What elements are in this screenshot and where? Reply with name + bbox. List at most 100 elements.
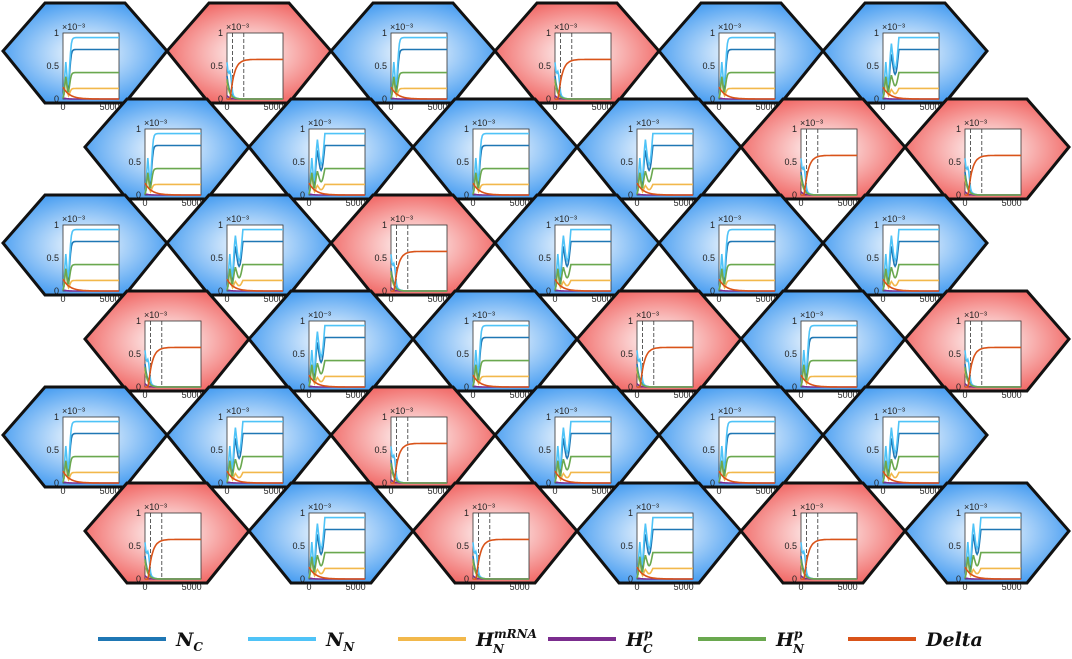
y-tick-label: 0 xyxy=(382,94,387,104)
series-line-delta xyxy=(144,182,201,196)
y-scale-label: ×10⁻³ xyxy=(472,118,495,128)
series-line-delta xyxy=(718,278,775,292)
y-tick-label: 0.5 xyxy=(128,541,141,551)
series-line-h-n-mrna xyxy=(718,460,775,483)
x-tick-label: 5000 xyxy=(100,486,120,496)
x-tick-label: 5000 xyxy=(756,486,776,496)
x-tick-label: 0 xyxy=(716,102,721,112)
x-tick-label: 0 xyxy=(388,486,393,496)
x-tick-label: 5000 xyxy=(756,102,776,112)
series-line-h-n-p xyxy=(144,167,201,195)
series-line-delta xyxy=(472,182,529,196)
y-tick-label: 0 xyxy=(628,574,633,584)
cell-high-delta: 0 0.5 1 0 5000 ×10⁻³ xyxy=(575,289,743,400)
series-line-delta xyxy=(308,182,365,196)
x-tick-label: 5000 xyxy=(264,294,284,304)
inset-plot-frame xyxy=(964,320,1022,388)
y-scale-label: ×10⁻³ xyxy=(800,310,823,320)
y-scale-label: ×10⁻³ xyxy=(964,118,987,128)
inset-plot-frame xyxy=(226,32,284,100)
inset-plot-frame xyxy=(800,128,858,196)
series-line-h-n-mrna xyxy=(882,460,939,483)
x-tick-label: 5000 xyxy=(592,294,612,304)
y-tick-label: 0 xyxy=(546,478,551,488)
x-tick-label: 5000 xyxy=(838,390,858,400)
x-tick-label: 0 xyxy=(470,582,475,592)
y-tick-label: 1 xyxy=(136,124,141,134)
inset-plot-frame xyxy=(800,512,858,580)
x-tick-label: 0 xyxy=(142,198,147,208)
series-line-delta xyxy=(801,538,857,580)
x-tick-label: 0 xyxy=(716,294,721,304)
series-line-n-c xyxy=(62,432,119,483)
series-line-n-n xyxy=(472,132,529,195)
series-line-h-n-p xyxy=(636,367,693,388)
y-scale-label: ×10⁻³ xyxy=(390,22,413,32)
x-tick-label: 5000 xyxy=(346,582,366,592)
series-line-h-n-mrna xyxy=(308,556,365,579)
y-scale-label: ×10⁻³ xyxy=(308,310,331,320)
series-line-delta xyxy=(226,278,283,292)
y-tick-label: 1 xyxy=(546,412,551,422)
y-tick-label: 1 xyxy=(874,412,879,422)
series-line-h-n-p xyxy=(718,71,775,99)
series-line-delta xyxy=(882,278,939,292)
x-tick-label: 0 xyxy=(880,294,885,304)
series-line-n-c xyxy=(882,240,939,291)
series-line-h-n-p xyxy=(226,263,283,291)
inset-plot-frame xyxy=(554,32,612,100)
cell-low-delta: 0 0.5 1 0 5000 ×10⁻³ xyxy=(83,97,251,208)
series-line-n-n xyxy=(308,516,365,579)
cell-low-delta: 0 0.5 1 0 5000 ×10⁻³ xyxy=(1,1,169,112)
y-tick-label: 0.5 xyxy=(948,157,961,167)
y-tick-label: 0 xyxy=(218,478,223,488)
y-tick-label: 1 xyxy=(218,220,223,230)
x-tick-label: 5000 xyxy=(756,294,776,304)
cell-low-delta: 0 0.5 1 0 5000 ×10⁻³ xyxy=(247,481,415,592)
x-tick-label: 5000 xyxy=(510,390,530,400)
series-line-n-c xyxy=(964,528,1021,579)
y-tick-label: 1 xyxy=(956,508,961,518)
y-scale-label: ×10⁻³ xyxy=(226,214,249,224)
y-scale-label: ×10⁻³ xyxy=(800,502,823,512)
x-tick-label: 5000 xyxy=(674,582,694,592)
cell-low-delta: 0 0.5 1 0 5000 ×10⁻³ xyxy=(411,289,579,400)
y-scale-label: ×10⁻³ xyxy=(62,406,85,416)
y-scale-label: ×10⁻³ xyxy=(718,22,741,32)
cell-high-delta: 0 0.5 1 0 5000 ×10⁻³ xyxy=(739,97,907,208)
y-tick-label: 0.5 xyxy=(292,157,305,167)
cell-low-delta: 0 0.5 1 0 5000 ×10⁻³ xyxy=(1,193,169,304)
y-tick-label: 0.5 xyxy=(784,157,797,167)
y-tick-label: 0 xyxy=(546,286,551,296)
x-tick-label: 0 xyxy=(634,582,639,592)
x-tick-label: 0 xyxy=(962,582,967,592)
series-line-n-c xyxy=(472,336,529,387)
y-scale-label: ×10⁻³ xyxy=(62,214,85,224)
series-line-n-c xyxy=(636,144,693,195)
series-line-h-n-p xyxy=(554,79,611,100)
series-line-n-n xyxy=(882,36,939,99)
series-line-n-n xyxy=(472,324,529,387)
y-tick-label: 1 xyxy=(136,316,141,326)
series-line-delta xyxy=(800,374,857,388)
series-line-n-c xyxy=(144,144,201,195)
series-line-h-n-p xyxy=(882,71,939,99)
y-tick-label: 0 xyxy=(218,94,223,104)
series-line-h-n-p xyxy=(718,263,775,291)
y-tick-label: 1 xyxy=(54,220,59,230)
series-line-delta xyxy=(472,374,529,388)
x-tick-label: 5000 xyxy=(592,102,612,112)
series-line-h-n-mrna xyxy=(62,460,119,483)
series-line-delta xyxy=(718,470,775,484)
cell-low-delta: 0 0.5 1 0 5000 ×10⁻³ xyxy=(657,385,825,496)
x-tick-label: 0 xyxy=(798,390,803,400)
series-line-h-n-p xyxy=(554,455,611,483)
y-tick-label: 0.5 xyxy=(702,445,715,455)
y-scale-label: ×10⁻³ xyxy=(636,310,659,320)
y-tick-label: 0 xyxy=(382,286,387,296)
y-tick-label: 0.5 xyxy=(538,61,551,71)
series-line-n-c xyxy=(308,528,365,579)
series-line-h-n-mrna xyxy=(472,364,529,387)
series-line-n-n xyxy=(390,36,447,99)
x-tick-label: 0 xyxy=(60,294,65,304)
